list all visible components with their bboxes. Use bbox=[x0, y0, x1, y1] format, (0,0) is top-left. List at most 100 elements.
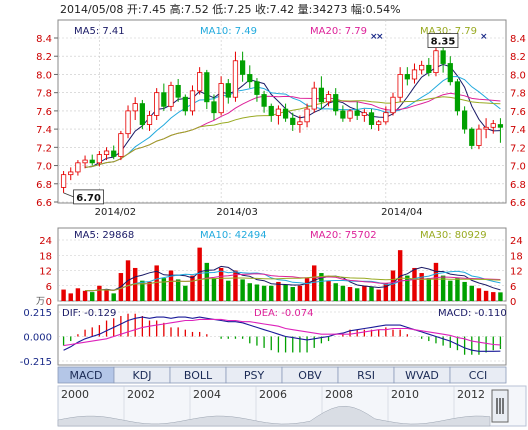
volume-y-tick-label: 0 bbox=[46, 297, 52, 308]
candle bbox=[419, 60, 425, 75]
volume-bar bbox=[483, 290, 489, 301]
tab-label[interactable]: KDJ bbox=[133, 369, 152, 382]
volume-y-tick-label: 24 bbox=[39, 236, 52, 247]
volume-bar bbox=[476, 288, 482, 301]
candle bbox=[182, 94, 188, 116]
candle-body bbox=[247, 74, 253, 83]
tab-background[interactable] bbox=[449, 366, 507, 384]
tab-macd[interactable]: MACD bbox=[57, 366, 115, 384]
volume-bar bbox=[240, 279, 245, 301]
tab-label[interactable]: PSY bbox=[244, 369, 265, 382]
price-ma30-legend: MA30: 7.79 bbox=[420, 26, 477, 37]
price-x-tick-label: 2014/04 bbox=[381, 207, 423, 218]
candle-body bbox=[111, 150, 117, 157]
volume-bar bbox=[211, 278, 217, 301]
candle bbox=[96, 150, 103, 167]
candle bbox=[175, 79, 181, 102]
volume-bar bbox=[254, 284, 260, 301]
volume-bar bbox=[369, 287, 374, 301]
tab-label[interactable]: CCI bbox=[469, 369, 488, 382]
candle-body bbox=[476, 128, 482, 146]
volume-bar bbox=[383, 283, 389, 301]
tab-kdj[interactable]: KDJ bbox=[113, 366, 171, 384]
price-y-tick-label: 8.2 bbox=[36, 52, 52, 63]
candle bbox=[103, 147, 110, 161]
volume-bar bbox=[183, 285, 188, 301]
volume-bar bbox=[362, 285, 367, 301]
candle bbox=[461, 106, 468, 134]
price-y-tick-label: 7.2 bbox=[36, 143, 52, 154]
event-marker-icon[interactable]: × bbox=[376, 32, 384, 42]
volume-bar bbox=[433, 262, 439, 301]
volume-bar bbox=[226, 280, 231, 301]
candle bbox=[225, 79, 231, 104]
candle-body bbox=[232, 60, 239, 98]
tab-label[interactable]: BOLL bbox=[184, 369, 213, 382]
price-ma5-legend: MA5: 7.41 bbox=[74, 26, 125, 37]
volume-bar bbox=[326, 280, 331, 301]
candle-body bbox=[297, 121, 303, 125]
tab-cci[interactable]: CCI bbox=[449, 366, 507, 384]
low-annotation-label: 6.70 bbox=[76, 193, 101, 204]
tab-obv[interactable]: OBV bbox=[281, 366, 339, 384]
volume-bar bbox=[354, 288, 360, 301]
tab-label[interactable]: OBV bbox=[298, 369, 322, 382]
high-annotation-label: 8.35 bbox=[431, 37, 456, 48]
candle bbox=[469, 127, 475, 150]
candle bbox=[275, 105, 282, 125]
timeline-year-label: 2008 bbox=[325, 388, 353, 401]
candle-body bbox=[204, 72, 210, 103]
price-y-tick-label: 6.6 bbox=[36, 198, 52, 209]
price-x-tick-label: 2014/03 bbox=[216, 207, 258, 218]
volume-y-tick-label: 18 bbox=[39, 251, 52, 262]
candle-body bbox=[368, 112, 375, 125]
tab-psy[interactable]: PSY bbox=[225, 366, 283, 384]
volume-bar bbox=[340, 285, 346, 301]
candle bbox=[433, 42, 439, 77]
candle bbox=[340, 105, 346, 122]
timeline-scroller[interactable]: 2000 2002 2004 2006 2008 2010 2012 bbox=[57, 385, 527, 427]
event-marker-icon[interactable]: × bbox=[370, 32, 378, 42]
price-ma30-line bbox=[85, 96, 501, 168]
price-y-tick-label: 7.6 bbox=[36, 107, 52, 118]
volume-bar bbox=[82, 290, 88, 301]
candle-body bbox=[182, 96, 188, 112]
candle bbox=[125, 105, 131, 139]
volume-y-tick-label: 12 bbox=[39, 267, 52, 278]
timeline-handle[interactable] bbox=[491, 389, 509, 423]
candle bbox=[411, 63, 418, 84]
volume-unit-label: 万 bbox=[36, 297, 45, 307]
price-y-tick-label: 8.0 bbox=[36, 70, 52, 81]
candle bbox=[404, 67, 410, 86]
volume-bar bbox=[218, 267, 224, 301]
macd-value-legend: MACD: -0.110 bbox=[438, 308, 507, 319]
tab-label[interactable]: WVAD bbox=[405, 369, 439, 382]
tab-label[interactable]: RSI bbox=[357, 369, 375, 382]
volume-bar bbox=[204, 262, 210, 301]
price-y-tick-label-right: 6.6 bbox=[510, 198, 526, 209]
low-annotation-leader bbox=[63, 192, 74, 198]
volume-bar bbox=[419, 273, 424, 301]
candle bbox=[118, 130, 124, 161]
candle-body bbox=[197, 72, 203, 92]
candle bbox=[247, 65, 253, 89]
volume-bar bbox=[319, 273, 324, 301]
candle-body bbox=[318, 87, 325, 103]
price-panel: 8.4 8.2 8.0 7.8 7.6 7.4 7.2 7.0 6.8 6.6 8.4 8.2 8.0… bbox=[36, 19, 526, 218]
tab-rsi[interactable]: RSI bbox=[337, 366, 395, 384]
candle-body bbox=[132, 103, 138, 112]
candle-body bbox=[275, 108, 282, 116]
volume-y-tick-label-right: 0 bbox=[510, 297, 516, 308]
price-ma10-legend: MA10: 7.49 bbox=[200, 26, 257, 37]
candle bbox=[333, 88, 339, 116]
tab-boll[interactable]: BOLL bbox=[169, 366, 227, 384]
candle-body bbox=[290, 117, 296, 125]
tab-wvad[interactable]: WVAD bbox=[393, 366, 451, 384]
event-marker-icon[interactable]: × bbox=[480, 32, 488, 42]
volume-ma30-legend: MA30: 80929 bbox=[420, 230, 487, 241]
tab-label[interactable]: MACD bbox=[70, 369, 103, 382]
candle bbox=[161, 83, 167, 111]
candle-body bbox=[103, 150, 110, 156]
volume-bar bbox=[412, 267, 417, 301]
volume-bar bbox=[233, 270, 238, 301]
